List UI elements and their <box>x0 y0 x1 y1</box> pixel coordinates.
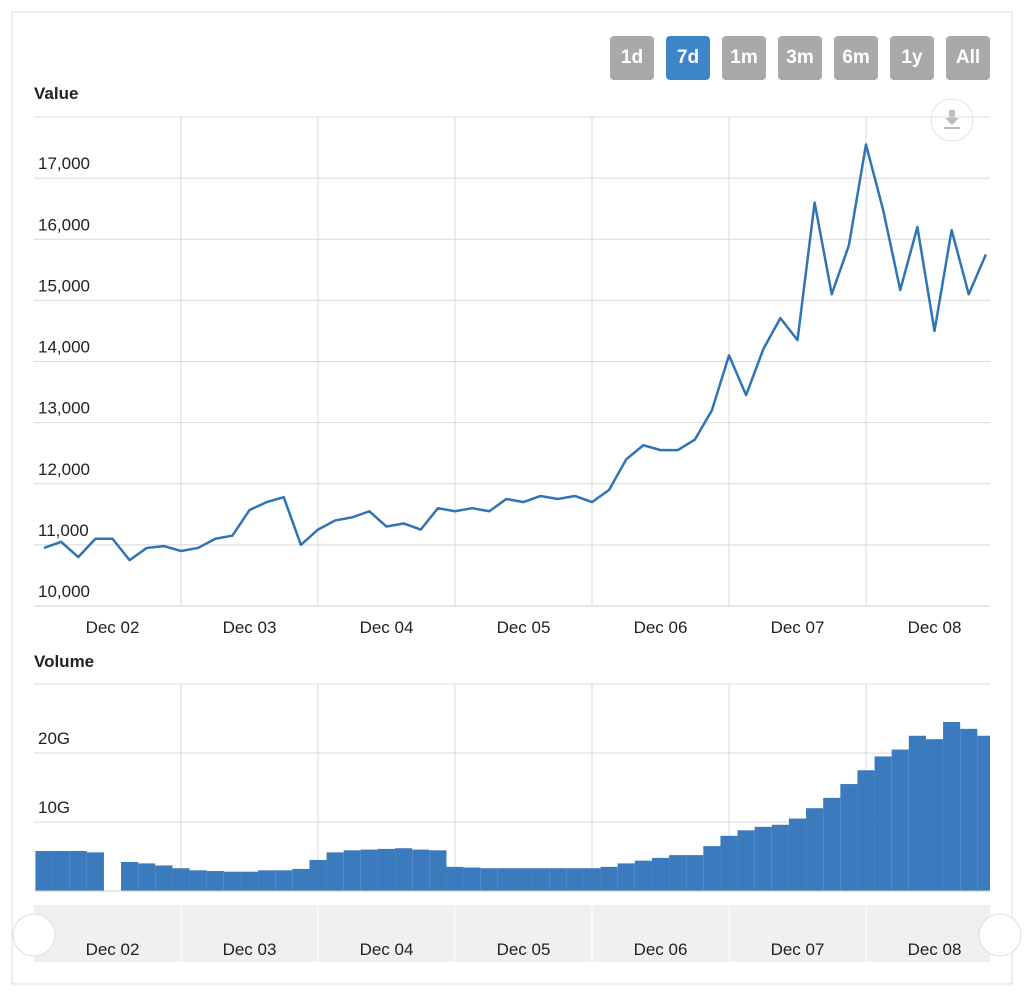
x-tick-label: Dec 05 <box>497 618 551 637</box>
x-tick-label: Dec 02 <box>86 618 140 637</box>
volume-bar <box>343 850 361 891</box>
volume-bar <box>634 860 652 891</box>
y-tick-label: 15,000 <box>38 276 90 295</box>
volume-bar <box>925 739 944 891</box>
y-tick-label: 10G <box>38 798 70 817</box>
volume-bar <box>686 855 704 891</box>
volume-bar <box>771 824 789 891</box>
range-button[interactable]: 6m <box>834 36 878 80</box>
navigator-handle[interactable] <box>12 913 56 957</box>
volume-bar <box>497 868 515 891</box>
volume-bar <box>788 818 807 891</box>
volume-bar <box>377 848 396 891</box>
volume-bar <box>326 852 344 891</box>
navigator-label: Dec 04 <box>360 940 414 959</box>
volume-bar <box>172 868 190 891</box>
volume-bar <box>514 868 533 891</box>
value-title: Value <box>34 84 78 103</box>
volume-bar <box>463 867 481 891</box>
volume-bar <box>258 870 276 891</box>
volume-bar <box>52 850 70 891</box>
volume-bar <box>857 770 875 891</box>
volume-bar <box>480 868 498 891</box>
navigator-handle[interactable] <box>978 913 1022 957</box>
download-icon <box>944 110 960 129</box>
range-button[interactable]: 7d <box>666 36 710 80</box>
volume-bar <box>600 866 618 891</box>
navigator-label: Dec 06 <box>634 940 688 959</box>
navigator-label: Dec 08 <box>908 940 962 959</box>
volume-bar <box>720 835 738 891</box>
volume-bar <box>138 863 156 891</box>
value-line <box>43 143 988 562</box>
volume-bar <box>206 870 224 891</box>
y-tick-label: 10,000 <box>38 582 90 601</box>
volume-bar <box>908 735 926 891</box>
range-button[interactable]: 3m <box>778 36 822 80</box>
volume-bar <box>583 868 601 891</box>
y-tick-label: 20G <box>38 729 70 748</box>
volume-title: Volume <box>34 652 94 671</box>
volume-bar <box>429 850 447 891</box>
x-tick-label: Dec 04 <box>360 618 414 637</box>
volume-bar <box>703 846 721 891</box>
y-tick-label: 12,000 <box>38 460 90 479</box>
range-button[interactable]: All <box>946 36 990 80</box>
volume-bar <box>189 870 207 891</box>
volume-bar <box>395 848 413 891</box>
volume-bar <box>240 871 259 891</box>
y-tick-label: 11,000 <box>38 521 89 540</box>
volume-bar <box>35 850 53 891</box>
navigator[interactable] <box>34 905 990 962</box>
volume-bar <box>309 859 327 891</box>
volume-bar <box>943 721 961 891</box>
volume-bar <box>617 863 635 891</box>
volume-bar <box>977 735 990 891</box>
y-tick-label: 16,000 <box>38 215 90 234</box>
volume-bar <box>155 865 173 891</box>
navigator-label: Dec 05 <box>497 940 551 959</box>
volume-bar <box>223 871 241 891</box>
y-tick-label: 13,000 <box>38 399 90 418</box>
volume-bar <box>737 830 755 891</box>
x-tick-label: Dec 03 <box>223 618 277 637</box>
volume-bar <box>874 756 892 891</box>
volume-bar <box>121 862 139 891</box>
volume-bar <box>69 850 87 891</box>
volume-bar <box>960 728 978 891</box>
volume-bar <box>566 868 584 891</box>
volume-bar <box>412 849 430 891</box>
volume-bar <box>840 784 858 891</box>
volume-bar <box>86 852 104 891</box>
volume-bar <box>360 849 378 891</box>
y-tick-label: 14,000 <box>38 338 90 357</box>
x-tick-label: Dec 06 <box>634 618 688 637</box>
navigator-label: Dec 03 <box>223 940 277 959</box>
navigator-label: Dec 02 <box>86 940 140 959</box>
volume-bar <box>651 857 670 891</box>
range-button[interactable]: 1m <box>722 36 766 80</box>
x-tick-label: Dec 07 <box>771 618 825 637</box>
volume-bar <box>549 868 567 891</box>
volume-bar <box>292 868 310 891</box>
volume-bar <box>669 855 687 891</box>
volume-bar <box>823 797 841 891</box>
y-tick-label: 17,000 <box>38 154 90 173</box>
range-button[interactable]: 1y <box>890 36 934 80</box>
range-button[interactable]: 1d <box>610 36 654 80</box>
volume-bar <box>754 826 772 891</box>
volume-bar <box>891 749 909 891</box>
volume-bar <box>446 866 464 891</box>
volume-bar <box>806 808 824 891</box>
navigator-label: Dec 07 <box>771 940 825 959</box>
volume-bar <box>275 870 293 891</box>
x-tick-label: Dec 08 <box>908 618 962 637</box>
volume-bar <box>532 868 550 891</box>
